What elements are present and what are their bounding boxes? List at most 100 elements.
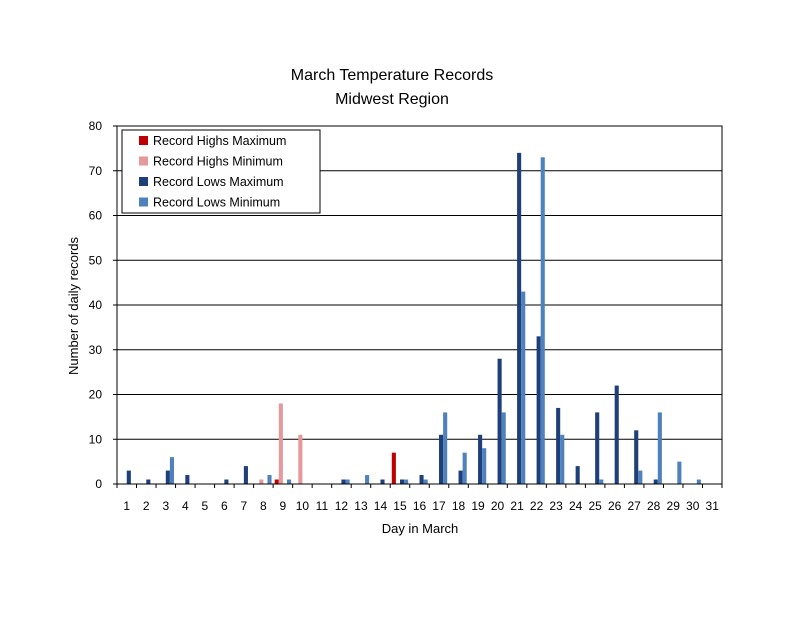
bar [399, 479, 405, 484]
y-tick-label: 30 [89, 343, 103, 357]
bar [259, 479, 264, 484]
bar [634, 430, 639, 484]
y-tick-label: 60 [89, 209, 103, 223]
bar [439, 434, 444, 484]
x-tick-label: 26 [608, 499, 622, 513]
bar [391, 452, 396, 484]
bar [657, 412, 662, 484]
bar [146, 479, 151, 484]
x-tick-label: 17 [432, 499, 446, 513]
bar [443, 412, 448, 484]
bar [462, 452, 467, 484]
bar [599, 479, 604, 484]
bar [653, 479, 658, 484]
bar [517, 152, 522, 484]
bar [696, 479, 701, 484]
legend-swatch [139, 177, 148, 186]
x-tick-label: 18 [452, 499, 466, 513]
bar [224, 479, 229, 484]
y-tick-label: 80 [89, 119, 103, 133]
x-tick-label: 4 [182, 499, 189, 513]
legend-label: Record Lows Minimum [153, 196, 280, 210]
bar [345, 479, 350, 484]
x-tick-label: 1 [123, 499, 130, 513]
x-tick-label: 15 [393, 499, 407, 513]
bar [575, 466, 580, 484]
x-tick-label: 9 [280, 499, 287, 513]
bar [638, 470, 643, 484]
x-tick-label: 14 [374, 499, 388, 513]
bar [419, 475, 424, 484]
y-tick-label: 20 [89, 388, 103, 402]
bar [341, 479, 346, 484]
x-tick-label: 30 [686, 499, 700, 513]
bar [482, 448, 487, 484]
y-tick-label: 0 [95, 477, 102, 491]
bar [478, 434, 483, 484]
legend-label: Record Highs Minimum [153, 155, 283, 169]
x-tick-label: 6 [221, 499, 228, 513]
x-tick-label: 5 [201, 499, 208, 513]
x-tick-label: 10 [296, 499, 310, 513]
bar [278, 403, 283, 484]
x-tick-label: 21 [510, 499, 524, 513]
bar [126, 470, 131, 484]
x-tick-label: 8 [260, 499, 267, 513]
x-tick-label: 16 [413, 499, 427, 513]
y-tick-label: 40 [89, 298, 103, 312]
x-tick-label: 24 [569, 499, 583, 513]
bar [243, 466, 248, 484]
bar [458, 470, 463, 484]
bar [423, 479, 428, 484]
x-tick-label: 12 [335, 499, 349, 513]
bar [501, 412, 506, 484]
x-tick-label: 27 [627, 499, 641, 513]
bar [286, 479, 292, 484]
x-tick-label: 2 [143, 499, 150, 513]
y-tick-label: 50 [89, 253, 103, 267]
bar [560, 434, 565, 484]
y-tick-label: 70 [89, 164, 103, 178]
bar [165, 470, 170, 484]
bar [556, 407, 561, 484]
bar [521, 291, 526, 484]
bar [677, 461, 682, 484]
x-tick-label: 22 [530, 499, 544, 513]
x-tick-label: 20 [491, 499, 505, 513]
legend-label: Record Highs Maximum [153, 134, 286, 148]
bar [614, 385, 619, 484]
x-tick-label: 25 [588, 499, 602, 513]
bar [298, 434, 303, 484]
chart-title: March Temperature Records [291, 67, 493, 84]
x-tick-label: 31 [706, 499, 720, 513]
x-tick-label: 11 [316, 499, 329, 513]
bar [185, 475, 190, 484]
legend: Record Highs Maximum Record Highs Minimum… [121, 129, 321, 214]
x-tick-label: 7 [241, 499, 248, 513]
x-tick-label: 19 [471, 499, 485, 513]
legend-swatch [139, 156, 148, 166]
x-tick-label: 23 [549, 499, 563, 513]
y-tick-label: 10 [89, 432, 103, 446]
bar [380, 479, 385, 484]
legend-swatch [139, 136, 148, 145]
bar [536, 336, 541, 484]
bar [267, 475, 272, 484]
bars [126, 152, 701, 484]
x-tick-label: 3 [162, 499, 169, 513]
x-tick-label: 29 [667, 499, 681, 513]
bar [497, 358, 502, 484]
x-tick-label: 28 [647, 499, 661, 513]
x-tick-label: 13 [354, 499, 368, 513]
legend-swatch [139, 197, 148, 207]
plot-frame [116, 125, 723, 485]
legend-box [121, 129, 321, 214]
bar [365, 475, 370, 484]
y-axis-label: Number of daily records [66, 237, 81, 375]
legend-label: Record Lows Maximum [153, 175, 284, 189]
chart-subtitle: Midwest Region [335, 91, 449, 108]
x-axis-label: Day in March [382, 521, 459, 536]
